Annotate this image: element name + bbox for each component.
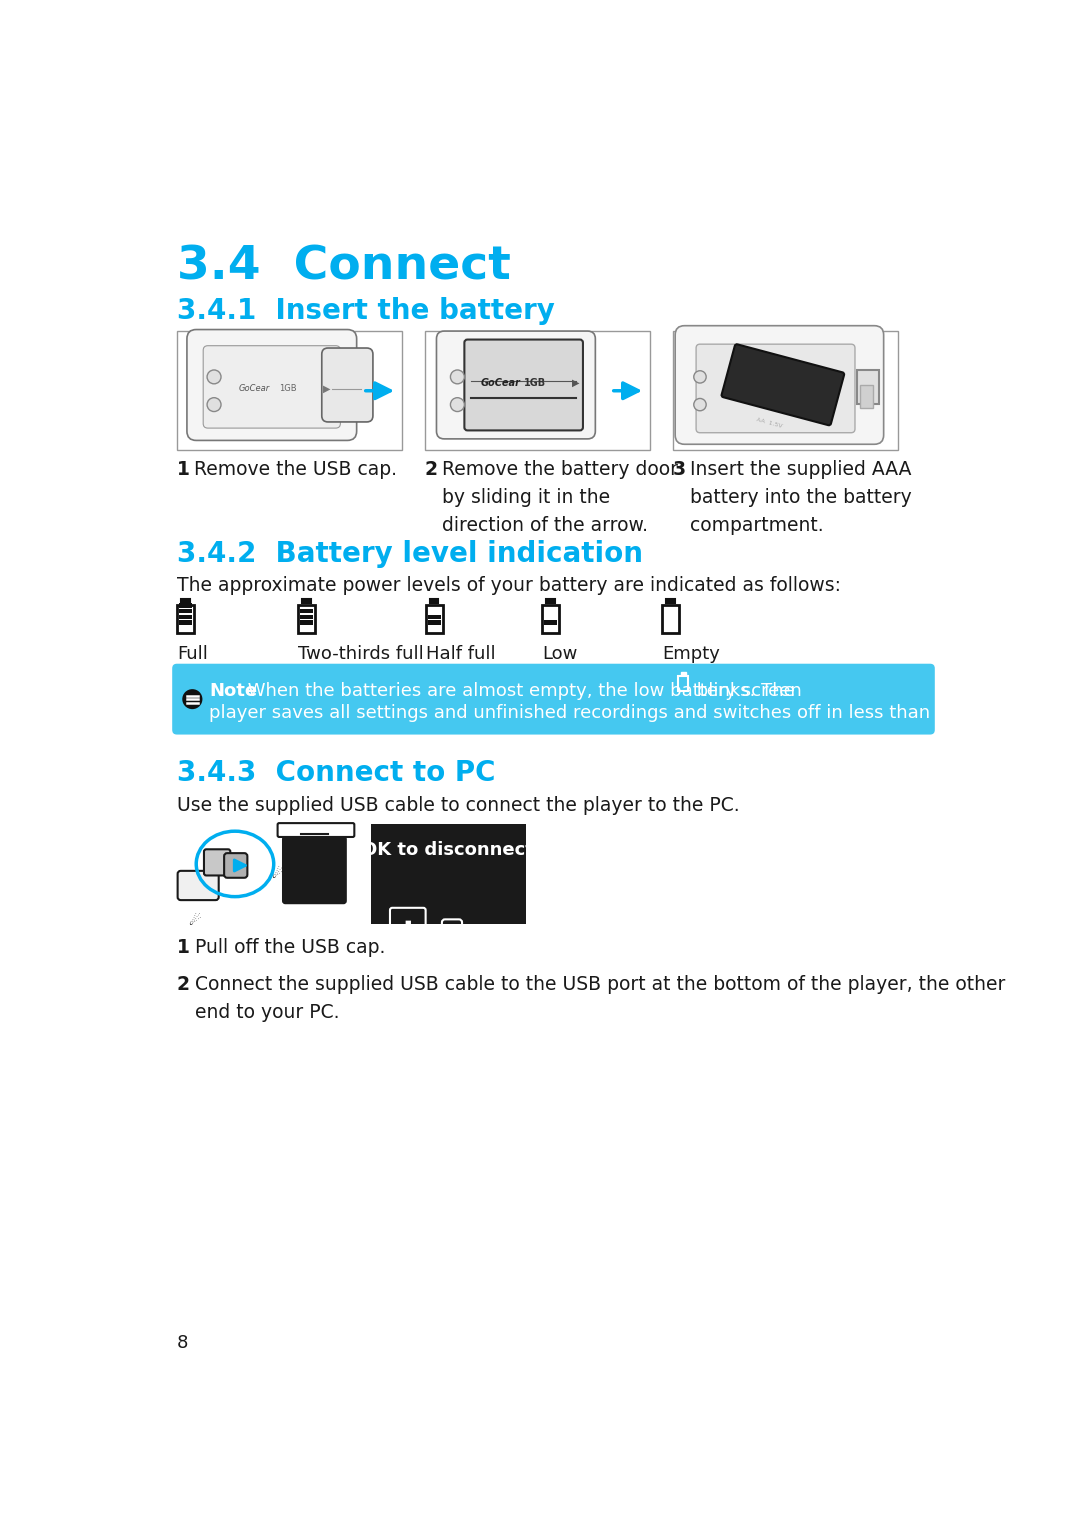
Text: 3.4  Connect: 3.4 Connect	[177, 244, 511, 290]
Text: 3: 3	[673, 461, 686, 479]
Bar	[678, 676, 688, 692]
Text: GoCear: GoCear	[481, 379, 521, 388]
Text: Connect the supplied USB cable to the USB port at the bottom of the player, the : Connect the supplied USB cable to the US…	[195, 974, 1005, 1022]
Text: ■: ■	[405, 921, 411, 927]
Bar	[179, 620, 192, 625]
FancyBboxPatch shape	[203, 345, 340, 428]
Bar	[542, 605, 559, 632]
FancyBboxPatch shape	[278, 823, 354, 837]
Text: 3.4.3  Connect to PC: 3.4.3 Connect to PC	[177, 759, 496, 788]
Text: ☄: ☄	[271, 867, 284, 881]
Circle shape	[450, 397, 464, 412]
Text: 3.4.1  Insert the battery: 3.4.1 Insert the battery	[177, 298, 555, 325]
Circle shape	[207, 370, 221, 383]
Circle shape	[207, 397, 221, 412]
Bar	[680, 672, 686, 675]
FancyBboxPatch shape	[177, 870, 218, 899]
Bar	[181, 599, 190, 603]
Bar	[299, 620, 313, 625]
FancyBboxPatch shape	[187, 330, 356, 440]
Bar	[428, 615, 441, 618]
Text: Remove the battery door
by sliding it in the
direction of the arrow.: Remove the battery door by sliding it in…	[442, 461, 678, 536]
FancyBboxPatch shape	[721, 344, 845, 425]
Bar	[666, 599, 675, 603]
Bar	[179, 603, 192, 608]
Text: 1: 1	[177, 938, 190, 957]
Bar	[546, 599, 555, 603]
FancyBboxPatch shape	[322, 348, 373, 421]
Bar	[179, 609, 192, 614]
Text: Remove the USB cap.: Remove the USB cap.	[194, 461, 397, 479]
Text: 8: 8	[177, 1335, 188, 1353]
Circle shape	[693, 399, 706, 411]
Circle shape	[183, 689, 202, 709]
Text: The approximate power levels of your battery are indicated as follows:: The approximate power levels of your bat…	[177, 576, 841, 596]
Text: Two-thirds full: Two-thirds full	[298, 646, 423, 663]
FancyBboxPatch shape	[464, 339, 583, 431]
FancyBboxPatch shape	[283, 837, 346, 902]
Text: When the batteries are almost empty, the low battery screen: When the batteries are almost empty, the…	[242, 683, 801, 701]
Bar	[370, 825, 526, 924]
Text: Use the supplied USB cable to connect the player to the PC.: Use the supplied USB cable to connect th…	[177, 796, 740, 815]
Bar	[424, 331, 649, 450]
Text: Low: Low	[542, 646, 577, 663]
Text: 2: 2	[424, 461, 437, 479]
FancyBboxPatch shape	[697, 344, 855, 432]
Text: GoCear: GoCear	[239, 383, 270, 392]
Bar	[662, 605, 679, 632]
Bar	[177, 331, 402, 450]
Text: player saves all settings and unfinished recordings and switches off in less tha: player saves all settings and unfinished…	[210, 704, 1044, 722]
Text: +: +	[447, 935, 457, 945]
Circle shape	[450, 370, 464, 383]
Bar	[302, 599, 311, 603]
FancyBboxPatch shape	[675, 325, 883, 444]
Text: 1GB: 1GB	[279, 383, 297, 392]
Text: 1GB: 1GB	[524, 379, 546, 388]
FancyBboxPatch shape	[436, 331, 595, 438]
Text: −: −	[403, 935, 413, 948]
Text: Empty: Empty	[662, 646, 720, 663]
Text: ▶: ▶	[572, 379, 580, 388]
Bar	[544, 620, 557, 625]
Text: 2: 2	[177, 974, 190, 994]
Text: 3.4.2  Battery level indication: 3.4.2 Battery level indication	[177, 539, 643, 568]
Circle shape	[693, 371, 706, 383]
Text: Pull off the USB cap.: Pull off the USB cap.	[195, 938, 386, 957]
FancyBboxPatch shape	[204, 849, 230, 875]
Bar	[426, 605, 443, 632]
Bar	[430, 599, 438, 603]
Text: OK to disconnect: OK to disconnect	[362, 841, 534, 858]
FancyBboxPatch shape	[225, 854, 247, 878]
Text: Full: Full	[177, 646, 207, 663]
Bar	[299, 615, 313, 618]
Text: Insert the supplied AAA
battery into the battery
compartment.: Insert the supplied AAA battery into the…	[690, 461, 912, 536]
Text: AA  1.5V: AA 1.5V	[756, 417, 783, 429]
Bar	[179, 615, 192, 618]
Text: blinks. The: blinks. The	[691, 683, 795, 701]
Bar	[861, 385, 873, 408]
Bar	[858, 370, 879, 405]
Text: Note: Note	[210, 683, 257, 701]
Bar	[299, 609, 313, 614]
Text: 1: 1	[177, 461, 190, 479]
Bar	[177, 605, 194, 632]
FancyBboxPatch shape	[172, 664, 935, 734]
Bar	[428, 620, 441, 625]
Text: ▶: ▶	[323, 383, 330, 394]
Bar	[298, 605, 314, 632]
Text: ☄: ☄	[189, 915, 201, 928]
Text: Half full: Half full	[426, 646, 496, 663]
Bar	[673, 331, 897, 450]
